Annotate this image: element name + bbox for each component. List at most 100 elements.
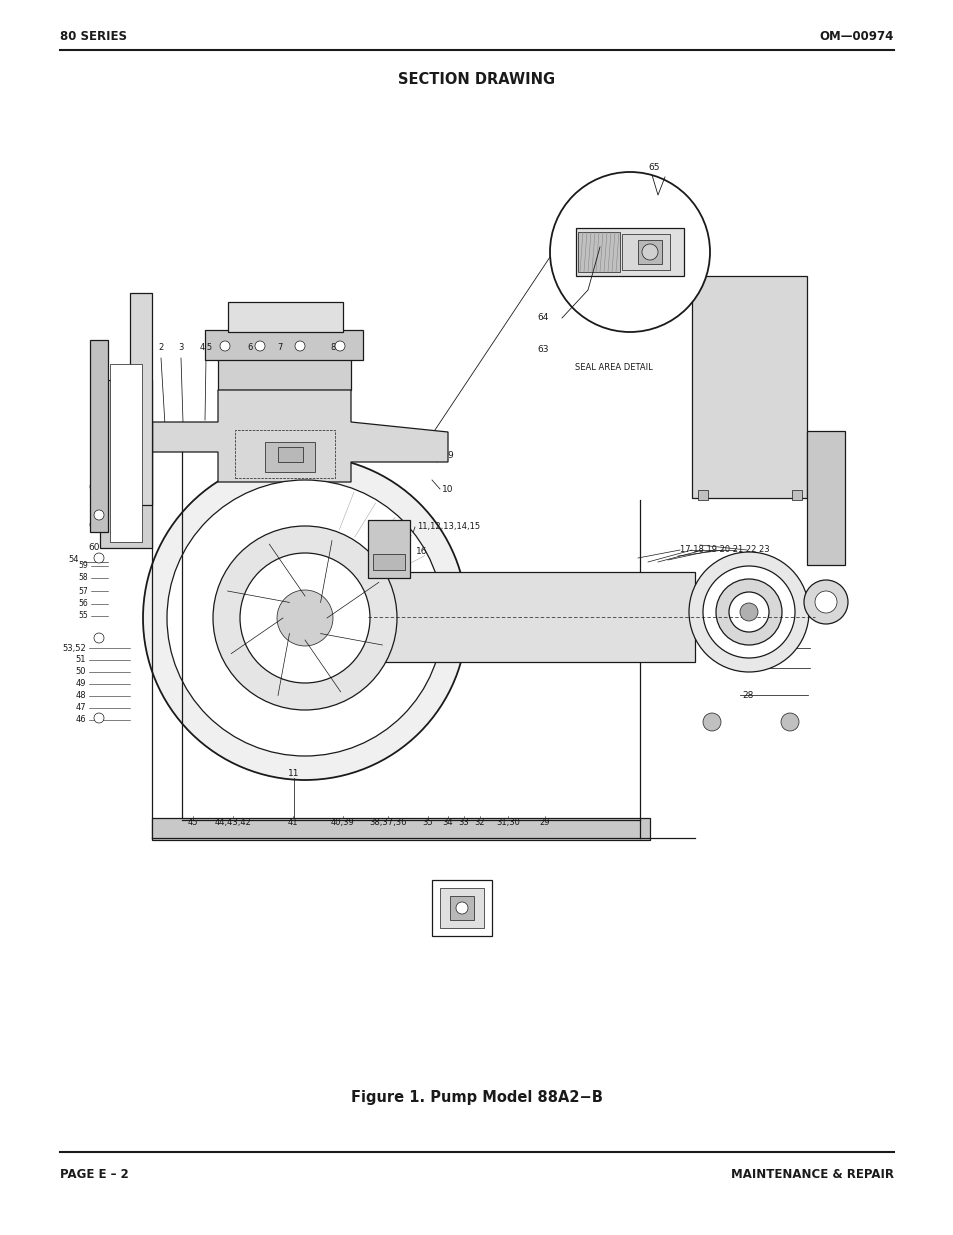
Circle shape: [294, 341, 305, 351]
Bar: [368, 520, 410, 578]
Text: OM—00974: OM—00974: [819, 30, 893, 43]
Text: 27: 27: [755, 663, 766, 673]
Bar: [90, 340, 108, 532]
Text: 45: 45: [188, 818, 198, 827]
Text: 49: 49: [75, 679, 86, 688]
Circle shape: [213, 526, 396, 710]
Text: 4,5: 4,5: [199, 343, 213, 352]
Bar: [277, 447, 303, 462]
Text: 57: 57: [78, 587, 88, 595]
Circle shape: [94, 713, 104, 722]
Bar: [691, 275, 806, 498]
Text: 31,30: 31,30: [496, 818, 519, 827]
Circle shape: [240, 553, 370, 683]
Text: 10: 10: [441, 484, 453, 494]
Text: 44,43,42: 44,43,42: [214, 818, 252, 827]
Text: SEAL AREA DETAIL: SEAL AREA DETAIL: [575, 363, 652, 373]
Text: Figure 1. Pump Model 88A2−B: Figure 1. Pump Model 88A2−B: [351, 1091, 602, 1105]
Text: 38,37,36: 38,37,36: [369, 818, 406, 827]
Bar: [110, 364, 142, 542]
Text: 47: 47: [75, 704, 86, 713]
Circle shape: [728, 592, 768, 632]
Text: 64: 64: [537, 312, 548, 321]
Bar: [791, 490, 801, 500]
Text: 28: 28: [741, 690, 753, 699]
Text: 58: 58: [78, 573, 88, 583]
Text: 41: 41: [288, 818, 298, 827]
Text: 40,39: 40,39: [331, 818, 355, 827]
Circle shape: [335, 341, 345, 351]
Text: 62: 62: [89, 483, 100, 493]
Circle shape: [94, 510, 104, 520]
Text: 60: 60: [89, 543, 100, 552]
Polygon shape: [152, 390, 448, 482]
Text: 32: 32: [475, 818, 485, 827]
Bar: [439, 888, 483, 927]
Text: 59: 59: [78, 562, 88, 571]
Bar: [100, 380, 152, 548]
Bar: [578, 232, 619, 272]
Text: 9: 9: [447, 452, 453, 461]
Circle shape: [781, 713, 799, 731]
Text: 65: 65: [647, 163, 659, 172]
Bar: [234, 430, 335, 478]
Bar: [806, 431, 844, 564]
Text: 50: 50: [75, 667, 86, 677]
Text: 6: 6: [247, 343, 253, 352]
Circle shape: [254, 341, 265, 351]
Text: 33: 33: [458, 818, 469, 827]
Circle shape: [167, 480, 442, 756]
Bar: [152, 818, 649, 840]
Bar: [621, 233, 669, 270]
Text: 80 SERIES: 80 SERIES: [60, 30, 127, 43]
Text: 26: 26: [763, 643, 775, 652]
Circle shape: [702, 566, 794, 658]
Text: 34: 34: [442, 818, 453, 827]
Circle shape: [94, 634, 104, 643]
Bar: [576, 228, 683, 275]
Bar: [698, 490, 707, 500]
Bar: [638, 240, 661, 264]
Bar: [130, 293, 152, 505]
Bar: [373, 555, 405, 571]
Text: 46: 46: [75, 715, 86, 725]
Text: 7: 7: [277, 343, 282, 352]
Bar: [450, 897, 474, 920]
Text: 54: 54: [69, 556, 79, 564]
Text: 48: 48: [75, 692, 86, 700]
Circle shape: [716, 579, 781, 645]
Text: 8: 8: [330, 343, 335, 352]
Text: 55: 55: [78, 611, 88, 620]
Circle shape: [456, 902, 468, 914]
Text: 3: 3: [178, 343, 184, 352]
Text: MAINTENANCE & REPAIR: MAINTENANCE & REPAIR: [730, 1168, 893, 1181]
Circle shape: [803, 580, 847, 624]
Text: 1: 1: [138, 343, 144, 352]
Text: 35: 35: [422, 818, 433, 827]
Text: 61: 61: [89, 520, 100, 530]
Text: PAGE E – 2: PAGE E – 2: [60, 1168, 129, 1181]
Text: SECTION DRAWING: SECTION DRAWING: [398, 72, 555, 86]
Circle shape: [276, 590, 333, 646]
Text: 17 18 19 20 21 22 23: 17 18 19 20 21 22 23: [679, 546, 769, 555]
Bar: [265, 442, 314, 472]
Circle shape: [702, 713, 720, 731]
Text: 51: 51: [75, 656, 86, 664]
Text: 24,25: 24,25: [759, 603, 781, 611]
Text: 11: 11: [288, 769, 299, 778]
Text: 16: 16: [416, 547, 427, 557]
Circle shape: [220, 341, 230, 351]
Text: 11,12,13,14,15: 11,12,13,14,15: [416, 522, 479, 531]
Bar: [368, 572, 695, 662]
Bar: [218, 357, 351, 390]
Text: 29: 29: [539, 818, 550, 827]
Text: 56: 56: [78, 599, 88, 609]
Text: 63: 63: [537, 346, 548, 354]
Circle shape: [550, 172, 709, 332]
Circle shape: [641, 245, 658, 261]
Bar: [432, 881, 492, 936]
Text: 53,52: 53,52: [62, 643, 86, 652]
Circle shape: [143, 456, 467, 781]
Bar: [228, 303, 343, 332]
Circle shape: [814, 592, 836, 613]
